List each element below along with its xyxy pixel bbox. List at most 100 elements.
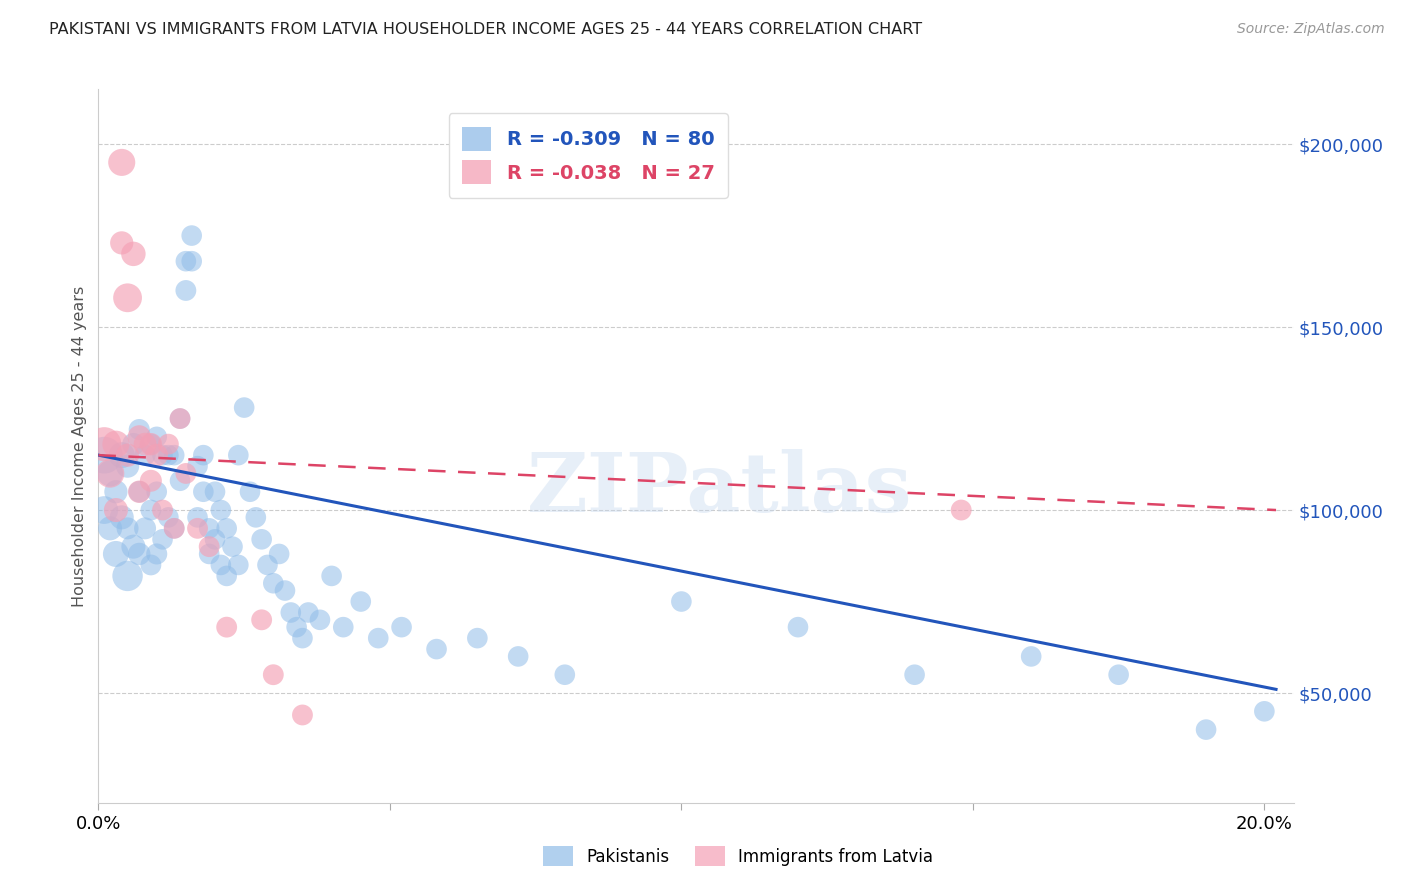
Point [145, 484, 167, 499]
Point [198, 540, 221, 554]
Point [128, 547, 150, 561]
Point [117, 569, 139, 583]
Point [117, 291, 139, 305]
Point [111, 510, 134, 524]
Point [152, 533, 174, 547]
Text: Source: ZipAtlas.com: Source: ZipAtlas.com [1237, 22, 1385, 37]
Point [228, 448, 250, 462]
Point [280, 606, 302, 620]
Point [180, 254, 202, 268]
Point [204, 484, 226, 499]
Point [174, 284, 197, 298]
Point [228, 558, 250, 572]
Point [291, 708, 314, 723]
Point [122, 247, 145, 261]
Point [950, 503, 973, 517]
Point [186, 459, 208, 474]
Point [1253, 704, 1275, 718]
Point [111, 155, 134, 169]
Point [128, 484, 150, 499]
Point [215, 620, 238, 634]
Point [122, 540, 145, 554]
Point [104, 484, 127, 499]
Point [215, 569, 238, 583]
Point [321, 569, 343, 583]
Point [139, 437, 162, 451]
Point [111, 235, 134, 250]
Point [117, 521, 139, 535]
Point [157, 437, 180, 451]
Point [256, 558, 278, 572]
Point [233, 401, 256, 415]
Point [274, 583, 297, 598]
Point [93, 437, 115, 451]
Point [391, 620, 413, 634]
Point [157, 510, 180, 524]
Point [139, 558, 162, 572]
Point [98, 521, 121, 535]
Point [198, 521, 221, 535]
Point [787, 620, 810, 634]
Point [262, 667, 284, 681]
Y-axis label: Householder Income Ages 25 - 44 years: Householder Income Ages 25 - 44 years [72, 285, 87, 607]
Point [169, 411, 191, 425]
Point [93, 448, 115, 462]
Point [111, 448, 134, 462]
Point [145, 430, 167, 444]
Point [245, 510, 267, 524]
Point [152, 448, 174, 462]
Point [215, 521, 238, 535]
Point [117, 448, 139, 462]
Point [209, 558, 232, 572]
Point [122, 437, 145, 451]
Point [186, 510, 208, 524]
Point [134, 521, 156, 535]
Legend: R = -0.309   N = 80, R = -0.038   N = 27: R = -0.309 N = 80, R = -0.038 N = 27 [449, 113, 728, 198]
Point [250, 613, 273, 627]
Point [93, 503, 115, 517]
Point [1019, 649, 1042, 664]
Point [104, 547, 127, 561]
Point [163, 448, 186, 462]
Point [262, 576, 284, 591]
Point [180, 228, 202, 243]
Point [193, 448, 215, 462]
Point [198, 547, 221, 561]
Point [221, 540, 243, 554]
Point [291, 631, 314, 645]
Point [134, 448, 156, 462]
Point [104, 437, 127, 451]
Point [309, 613, 332, 627]
Point [250, 533, 273, 547]
Point [671, 594, 693, 608]
Point [152, 503, 174, 517]
Point [332, 620, 354, 634]
Point [239, 484, 262, 499]
Point [367, 631, 389, 645]
Point [117, 459, 139, 474]
Point [174, 254, 197, 268]
Point [169, 474, 191, 488]
Legend: Pakistanis, Immigrants from Latvia: Pakistanis, Immigrants from Latvia [537, 839, 939, 873]
Point [186, 521, 208, 535]
Point [104, 503, 127, 517]
Point [297, 606, 319, 620]
Point [145, 547, 167, 561]
Point [209, 503, 232, 517]
Point [1195, 723, 1218, 737]
Point [204, 533, 226, 547]
Point [98, 467, 121, 481]
Point [467, 631, 489, 645]
Point [134, 437, 156, 451]
Point [174, 467, 197, 481]
Point [139, 474, 162, 488]
Point [98, 467, 121, 481]
Point [425, 642, 447, 657]
Point [1108, 667, 1130, 681]
Point [139, 503, 162, 517]
Point [128, 423, 150, 437]
Point [139, 437, 162, 451]
Point [903, 667, 925, 681]
Point [163, 521, 186, 535]
Point [157, 448, 180, 462]
